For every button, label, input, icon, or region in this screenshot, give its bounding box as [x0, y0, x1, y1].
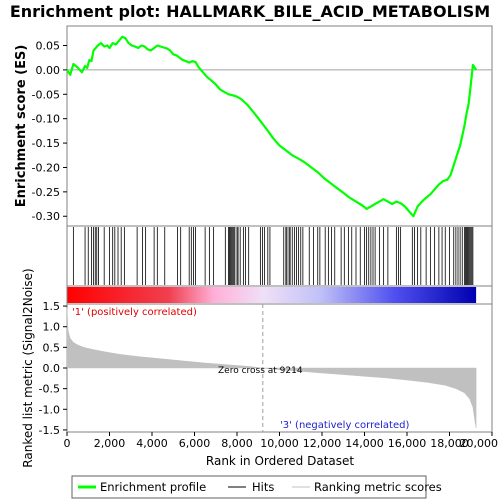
legend-label-enrichment-profile: Enrichment profile — [100, 480, 206, 494]
legend-item-hits: Hits — [228, 480, 274, 494]
legend-label-ranking-metric-scores: Ranking metric scores — [314, 480, 442, 494]
x-axis-title: Rank in Ordered Dataset — [206, 454, 354, 468]
es-y-tick-label: -0.15 — [32, 137, 60, 150]
x-axis-ticks: 0 2,000 4,000 6,000 8,000 10,000 12,000 14,000 1… — [64, 432, 499, 450]
ranking-color-bar — [67, 287, 477, 303]
legend-item-ranking-metric-scores: Ranking metric scores — [292, 480, 442, 494]
es-y-tick-label: -0.10 — [32, 113, 60, 126]
es-y-tick-label: 0.00 — [36, 64, 61, 77]
metric-y-tick-label: -1.0 — [39, 403, 60, 416]
legend-item-enrichment-profile: Enrichment profile — [78, 480, 206, 494]
es-y-tick-label: -0.30 — [32, 210, 60, 223]
ranking-metric-area — [66, 308, 477, 428]
es-y-tick-label: -0.05 — [32, 88, 60, 101]
es-panel-frame — [66, 25, 493, 227]
metric-area-layer — [66, 308, 477, 428]
es-y-tick-label: 0.05 — [36, 40, 61, 53]
legend-box — [71, 475, 427, 499]
es-y-ticks: 0.05 0.00 -0.05 -0.10 -0.15 -0.20 -0.25 -0.30 — [32, 40, 67, 223]
x-tick-label: 14,000 — [345, 437, 384, 450]
hits-panel-frame — [66, 225, 493, 287]
hits-layer — [72, 227, 474, 285]
x-tick-label: 6,000 — [179, 437, 211, 450]
es-y-tick-label: -0.20 — [32, 161, 60, 174]
x-tick-label: 18,000 — [430, 437, 469, 450]
x-tick-label: 20,000 — [460, 437, 499, 450]
x-tick-label: 8,000 — [221, 437, 253, 450]
positive-correlation-label: '1' (positively correlated) — [72, 307, 197, 318]
x-tick-label: 16,000 — [388, 437, 427, 450]
x-tick-label: 0 — [64, 437, 71, 450]
negative-correlation-label: '3' (negatively correlated) — [280, 420, 409, 431]
x-tick-label: 12,000 — [303, 437, 342, 450]
x-tick-label: 4,000 — [136, 437, 168, 450]
es-y-tick-label: -0.25 — [32, 186, 60, 199]
metric-y-tick-label: 0.5 — [43, 341, 61, 354]
metric-y-axis-title: Ranked list metric (Signal2Noise) — [21, 268, 35, 467]
metric-y-tick-label: -1.5 — [39, 424, 60, 437]
zero-cross-label: Zero cross at 9214 — [218, 366, 303, 376]
metric-y-tick-label: 1.5 — [43, 300, 61, 313]
chart-title: Enrichment plot: HALLMARK_BILE_ACID_META… — [10, 2, 490, 21]
x-tick-label: 10,000 — [260, 437, 299, 450]
es-y-axis-title: Enrichment score (ES) — [14, 45, 29, 208]
metric-y-tick-label: 0.0 — [43, 362, 61, 375]
metric-y-ticks: 1.5 1.0 0.5 0.0 -0.5 -1.0 -1.5 — [39, 300, 67, 437]
metric-y-tick-label: 1.0 — [43, 321, 61, 334]
x-tick-label: 2,000 — [94, 437, 126, 450]
es-line-layer — [66, 35, 478, 218]
enrichment-profile-line — [66, 35, 478, 218]
metric-y-tick-label: -0.5 — [39, 383, 60, 396]
legend-label-hits: Hits — [252, 480, 274, 494]
